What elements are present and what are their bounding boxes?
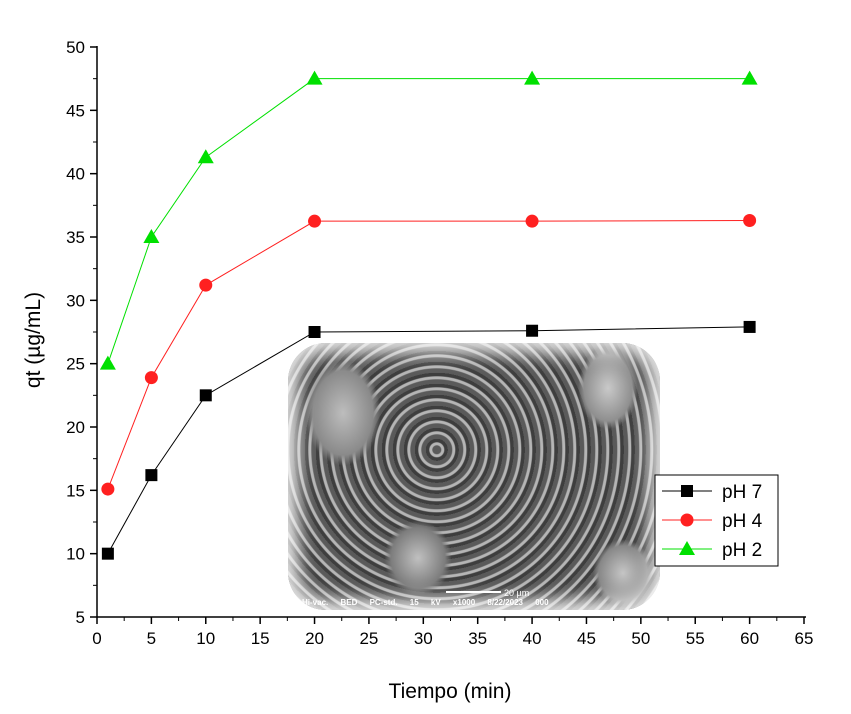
data-point [99,355,116,370]
sem-image-inset: 20 µm Hi-vac. BED PC-std. 15 kV x1000 8/… [288,343,660,610]
y-tick-label: 40 [66,165,85,184]
scale-bar [446,591,501,593]
data-point [101,482,115,496]
y-tick-label: 45 [66,101,85,120]
x-tick-label: 10 [196,629,215,648]
y-tick-label: 25 [66,355,85,374]
series-line-ph-7 [107,326,750,554]
y-tick-label: 35 [66,228,85,247]
data-point [145,469,158,482]
scale-label: 20 µm [504,588,530,598]
y-tick-label: 15 [66,481,85,500]
data-point [741,70,758,85]
x-tick-label: 25 [359,629,378,648]
data-point [524,70,541,85]
x-tick-label: 55 [686,629,705,648]
x-tick-label: 30 [414,629,433,648]
data-point [308,214,322,228]
sem-footer: Hi-vac. BED PC-std. 15 kV x1000 8/22/202… [302,598,549,607]
x-tick-label: 65 [795,629,814,648]
y-axis-label: qt (µg/mL) [22,292,45,388]
data-point [197,149,214,164]
y-tick-label: 5 [76,608,85,627]
data-point [101,547,114,560]
x-tick-label: 60 [740,629,759,648]
x-axis-label: Tiempo (min) [389,680,512,703]
data-point [743,214,757,228]
data-point [743,320,756,333]
data-point [199,389,212,402]
series-line-ph-4 [107,220,750,490]
data-point [306,70,323,85]
x-tick-label: 50 [631,629,650,648]
x-tick-label: 35 [468,629,487,648]
x-tick-label: 0 [92,629,101,648]
data-point [144,371,158,385]
data-point [526,324,539,337]
y-tick-label: 20 [66,418,85,437]
y-tick-label: 50 [66,38,85,57]
series-line-ph-2 [107,78,750,364]
x-tick-label: 5 [147,629,156,648]
x-tick-label: 45 [577,629,596,648]
y-tick-label: 30 [66,291,85,310]
data-point [525,214,539,228]
data-point [308,326,321,338]
y-tick-label: 10 [66,545,85,564]
data-point [143,229,160,243]
data-point [199,278,213,292]
x-tick-label: 15 [251,629,270,648]
x-tick-label: 40 [523,629,542,648]
x-tick-label: 20 [305,629,324,648]
